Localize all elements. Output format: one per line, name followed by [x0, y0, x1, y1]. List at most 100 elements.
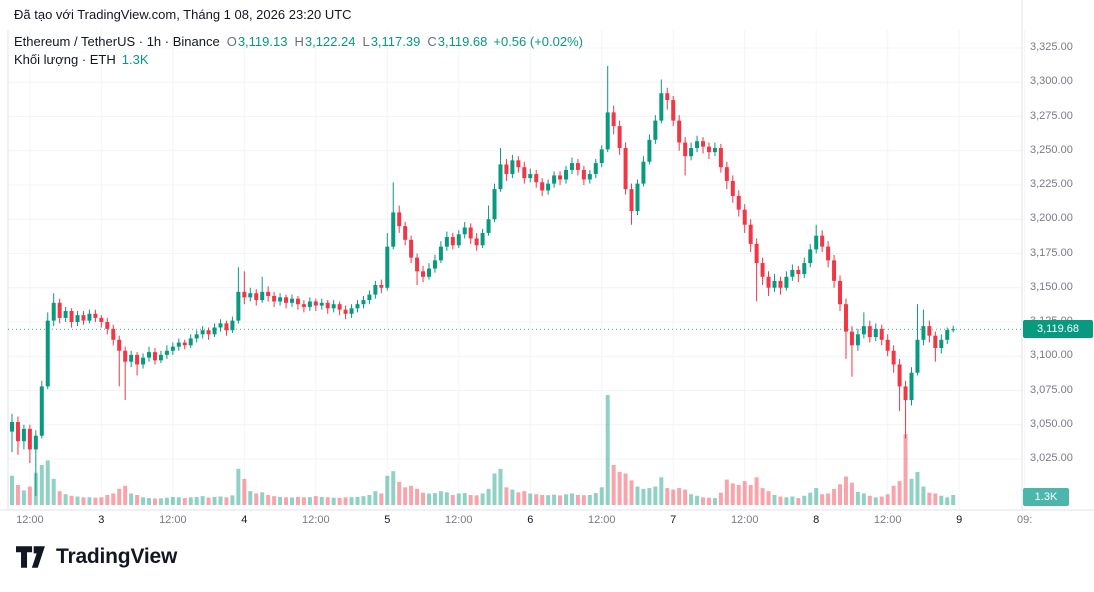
candle	[367, 290, 372, 305]
candle	[349, 304, 354, 318]
ohlc-values: O3,119.13 H3,122.24 L3,117.39 C3,119.68	[220, 34, 488, 49]
time-tick-label: 12:00	[730, 514, 759, 526]
candle	[230, 316, 235, 333]
candle	[647, 134, 652, 165]
candle	[266, 286, 271, 302]
candle	[867, 320, 872, 343]
candle	[909, 367, 914, 406]
candle	[415, 253, 420, 286]
candle	[397, 205, 402, 233]
candle	[218, 319, 223, 332]
candle	[689, 142, 694, 161]
candle	[665, 87, 670, 110]
close-label: C	[427, 34, 437, 49]
time-tick-label: 12:00	[587, 514, 616, 526]
candle	[307, 297, 312, 312]
time-tick-label: 12:00	[159, 514, 187, 526]
candle	[748, 219, 753, 253]
candle	[242, 271, 247, 305]
candle	[564, 165, 569, 184]
candle	[808, 243, 813, 268]
candle	[117, 335, 122, 387]
candle	[671, 95, 676, 127]
candle	[111, 324, 116, 346]
candle	[778, 276, 783, 295]
chart-legend: Ethereum / TetherUS · 1h · Binance O3,119…	[14, 33, 583, 69]
candle	[754, 238, 759, 302]
candle	[152, 348, 157, 365]
time-tick-label: 12:00	[302, 514, 330, 526]
time-tick-label: 12:00	[16, 514, 44, 526]
candle	[772, 274, 777, 292]
candle	[468, 223, 473, 244]
candle	[611, 105, 616, 135]
candle	[93, 309, 98, 322]
candle	[432, 254, 437, 273]
candle	[915, 304, 920, 376]
candle	[599, 145, 604, 168]
candle	[849, 326, 854, 377]
candle	[295, 295, 300, 310]
candle	[474, 232, 479, 251]
candle	[879, 324, 884, 346]
candle	[653, 115, 658, 144]
candle	[278, 293, 283, 306]
candle	[343, 305, 348, 320]
candle	[522, 161, 527, 184]
candle	[248, 287, 253, 302]
candle	[450, 232, 455, 250]
candle	[641, 156, 646, 187]
candle	[456, 230, 461, 249]
candle	[260, 276, 265, 303]
candle	[284, 294, 289, 309]
time-tick-label: 8	[813, 514, 820, 526]
candle	[843, 298, 848, 359]
symbol-title: Ethereum / TetherUS · 1h · Binance	[14, 34, 220, 49]
close-value: 3,119.68	[437, 34, 488, 49]
candle	[158, 350, 163, 364]
candle	[581, 165, 586, 185]
candle	[760, 257, 765, 286]
candle	[313, 298, 318, 312]
candle	[129, 350, 134, 368]
high-label: H	[294, 34, 304, 49]
candle	[141, 353, 146, 369]
candle	[45, 312, 50, 390]
candle	[337, 301, 342, 316]
legend-row-volume: Khối lượng · ETH 1.3K	[14, 51, 583, 69]
candle	[206, 327, 211, 340]
candle	[784, 271, 789, 291]
candle	[301, 300, 306, 313]
volume-legend-label: Khối lượng · ETH	[14, 52, 116, 67]
candle	[605, 65, 610, 153]
candle	[486, 205, 491, 236]
candle	[855, 328, 860, 351]
candle	[540, 178, 545, 196]
candle	[438, 241, 443, 264]
candle	[319, 298, 324, 310]
candle	[724, 161, 729, 190]
candle	[331, 300, 336, 313]
candle	[939, 334, 944, 354]
candle	[587, 169, 592, 184]
candle	[21, 424, 26, 450]
high-value: 3,122.24	[304, 34, 356, 49]
candle	[182, 339, 187, 350]
candle	[147, 346, 152, 362]
low-label: L	[362, 34, 370, 49]
candle	[224, 320, 229, 336]
candle	[57, 298, 62, 324]
candle	[826, 241, 831, 268]
candle	[69, 308, 74, 328]
candle	[695, 135, 700, 153]
candle	[379, 279, 384, 294]
candle	[510, 154, 515, 179]
candle	[623, 142, 628, 195]
candle	[933, 331, 938, 362]
candle	[176, 338, 181, 351]
time-tick-label: 12:00	[445, 514, 473, 526]
low-value: 3,117.39	[370, 34, 421, 49]
volume-legend-value: 1.3K	[121, 52, 149, 67]
price-tick-label: 3,150.00	[1030, 280, 1073, 293]
